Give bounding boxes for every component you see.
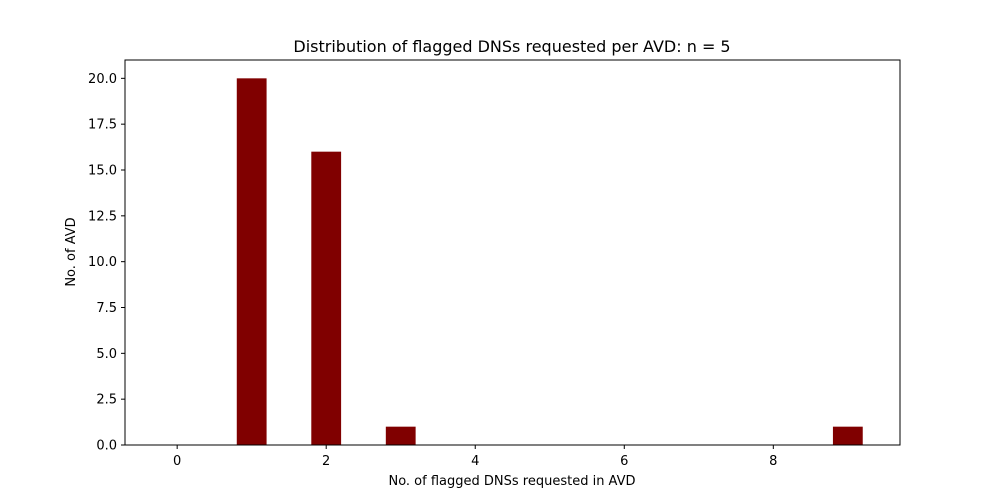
y-tick-label: 0.0 [96,439,117,454]
x-tick-label: 6 [620,454,628,469]
x-tick-label: 0 [173,454,181,469]
y-tick-label: 17.5 [88,118,117,133]
x-axis-ticks: 0 2 4 6 8 [173,445,777,469]
y-tick-label: 5.0 [96,347,117,362]
y-axis-label: No. of AVD [64,217,79,286]
bar-x-2 [311,151,342,445]
y-tick-label: 20.0 [88,72,117,87]
bars-layer [236,78,863,445]
y-tick-label: 10.0 [88,255,117,270]
x-tick-label: 8 [769,454,777,469]
x-axis-label: No. of flagged DNSs requested in AVD [388,474,635,489]
y-axis-ticks: 0.0 2.5 5.0 7.5 10.0 12.5 15.0 17.5 20.0 [88,72,125,454]
chart-title: Distribution of flagged DNSs requested p… [293,37,730,56]
bar-x-3 [385,426,416,445]
y-tick-label: 2.5 [96,393,117,408]
bar-x-1 [236,78,267,445]
x-tick-label: 4 [471,454,479,469]
y-tick-label: 7.5 [96,301,117,316]
plot-frame [124,59,901,446]
y-tick-label: 12.5 [88,209,117,224]
x-tick-label: 2 [322,454,330,469]
y-tick-label: 15.0 [88,164,117,179]
bar-x-9 [832,426,863,445]
